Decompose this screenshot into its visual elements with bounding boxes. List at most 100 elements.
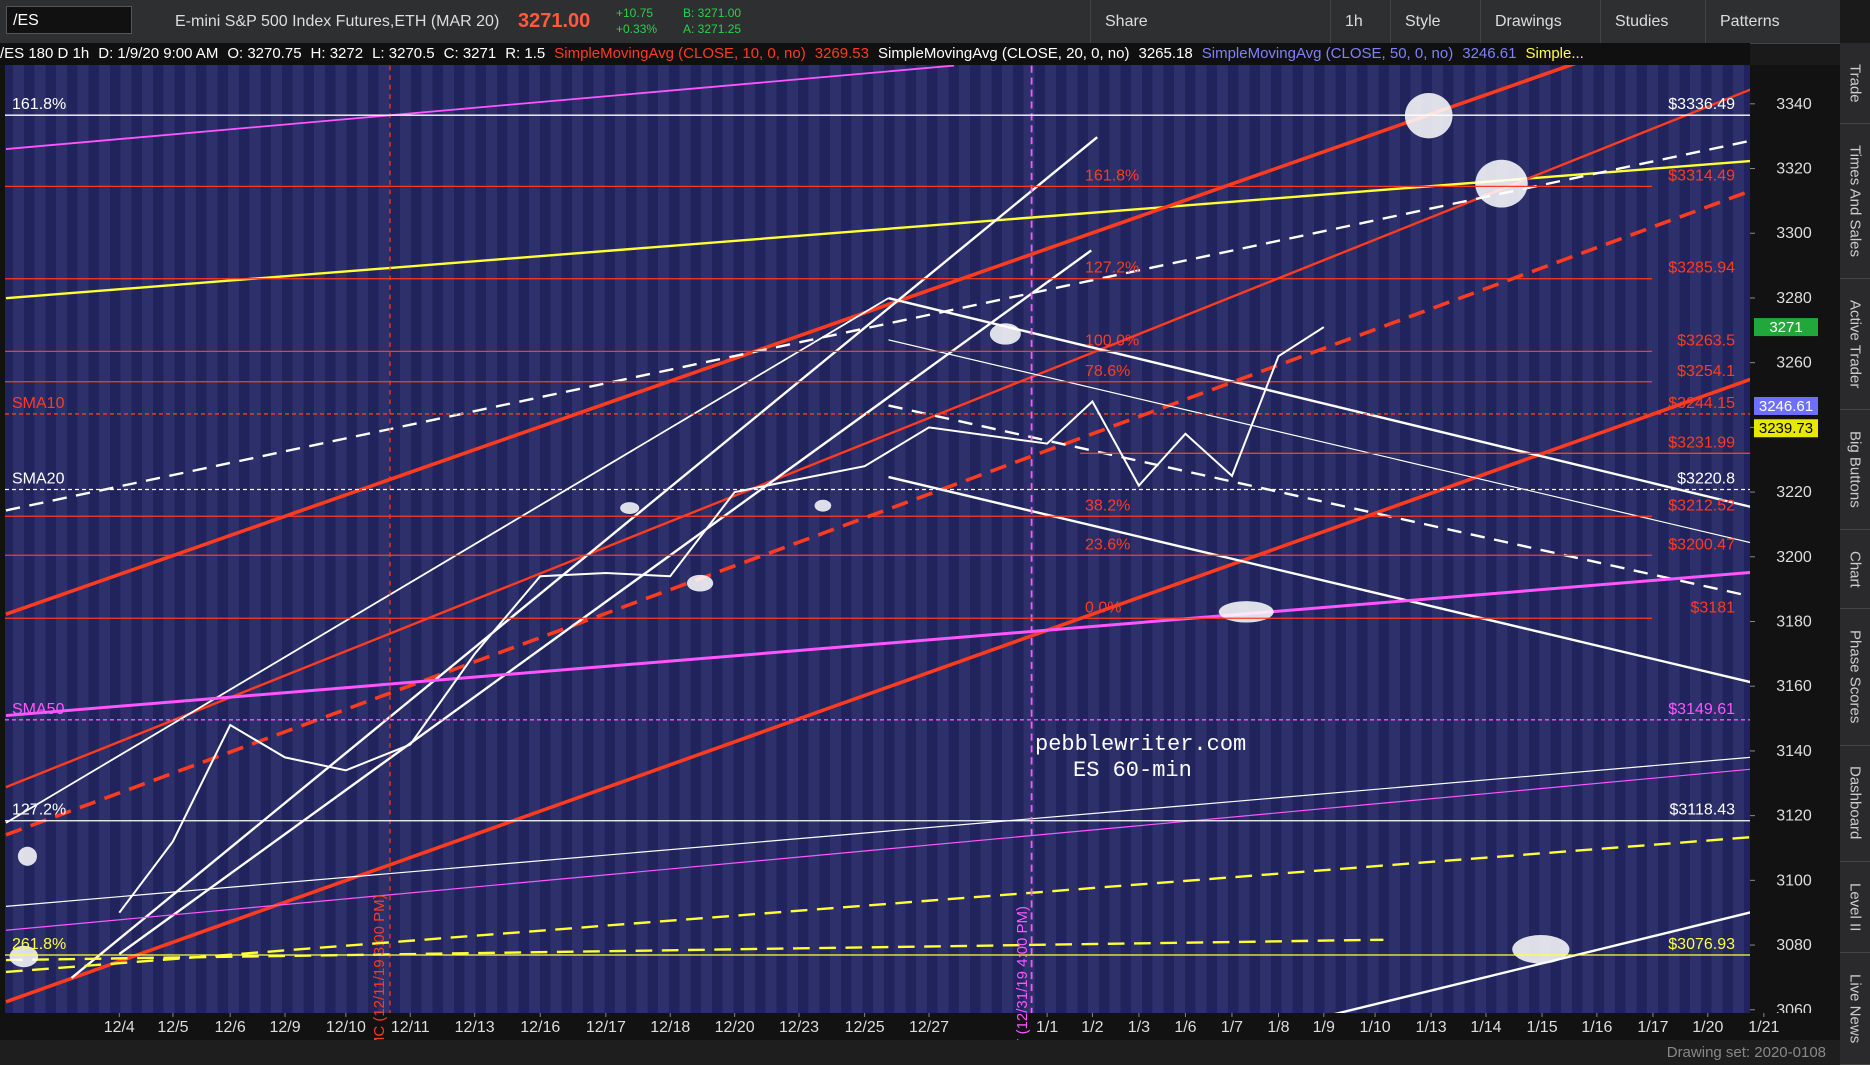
stripe [271, 65, 282, 1013]
stripe [722, 65, 734, 1013]
share-button[interactable]: Share [1090, 0, 1162, 43]
study-value: 3269.53 [814, 45, 869, 62]
info-item: O: 3270.75 [227, 45, 302, 62]
x-tick-label: 12/4 [104, 1019, 135, 1036]
price-badge [1754, 318, 1818, 337]
side-tab[interactable]: Phase Scores [1840, 609, 1870, 746]
stripe [1131, 65, 1142, 1013]
stripe [873, 65, 884, 1013]
y-tick-label: 3300 [1776, 225, 1812, 242]
side-tab[interactable]: Level II [1840, 862, 1870, 953]
x-tick-label: 12/13 [455, 1019, 495, 1036]
patterns-button[interactable]: Patterns [1705, 0, 1794, 43]
drawings-button[interactable]: Drawings [1480, 0, 1576, 43]
chart: 3060308031003120314031603180320032203240… [0, 65, 1840, 1040]
stripe [1604, 65, 1615, 1013]
y-tick-label: 3320 [1776, 161, 1812, 178]
x-tick-label: 1/13 [1416, 1019, 1447, 1036]
x-tick-label: 12/10 [326, 1019, 366, 1036]
price-badge [1754, 419, 1818, 438]
stripe [464, 65, 476, 1013]
stripe [1668, 65, 1680, 1013]
stripe [1432, 65, 1443, 1013]
side-tab[interactable]: Trade [1840, 43, 1870, 125]
x-tick-label: 1/16 [1581, 1019, 1612, 1036]
info-item: R: 1.5 [505, 45, 546, 62]
stripe [378, 65, 390, 1013]
change: +10.75 [616, 6, 654, 20]
stripe [1733, 65, 1744, 1013]
stripe [1625, 65, 1637, 1013]
stripe [851, 65, 863, 1013]
stripe [916, 65, 927, 1013]
side-tab[interactable]: Active Trader [1840, 279, 1870, 411]
session-stripes [5, 65, 1750, 1013]
y-tick-label: 3220 [1776, 484, 1812, 501]
date-axis [0, 1013, 1840, 1040]
fib-label: 38.2% [1085, 497, 1130, 514]
price-line [118, 326, 1325, 914]
x-tick-label: 12/5 [157, 1019, 188, 1036]
price-axis [1750, 65, 1840, 1013]
side-tab[interactable]: Dashboard [1840, 746, 1870, 862]
stripe [99, 65, 110, 1013]
stripe [142, 65, 153, 1013]
stripe [507, 65, 519, 1013]
x-tick-label: 1/15 [1526, 1019, 1557, 1036]
stripe [593, 65, 605, 1013]
stripe [1346, 65, 1357, 1013]
side-tab[interactable]: Chart [1840, 530, 1870, 610]
stripe [249, 65, 261, 1013]
style-button[interactable]: Style [1390, 0, 1455, 43]
level-label: $3220.8 [1677, 470, 1735, 487]
stripe [636, 65, 648, 1013]
fib-label: 0.0% [1085, 599, 1121, 616]
stripe [1367, 65, 1379, 1013]
side-tab[interactable]: Live News [1840, 953, 1870, 1065]
x-tick-label: 1/2 [1081, 1019, 1103, 1036]
stripe [1389, 65, 1400, 1013]
stripe [1045, 65, 1056, 1013]
info-item: D: 1/9/20 9:00 AM [98, 45, 219, 62]
x-tick-label: 12/6 [215, 1019, 246, 1036]
last-price: 3271.00 [518, 10, 591, 32]
study-value: 3246.61 [1462, 45, 1517, 62]
info-item: C: 3271 [443, 45, 497, 62]
stripe [314, 65, 325, 1013]
level-label: $3314.49 [1668, 167, 1735, 184]
stripe [1023, 65, 1035, 1013]
level-label: $3118.43 [1669, 802, 1735, 819]
stripe [443, 65, 454, 1013]
plot: 3060308031003120314031603180320032203240… [0, 65, 1840, 1040]
study-name: SimpleMovingAvg (CLOSE, 20, 0, no) [877, 45, 1130, 62]
stripe [421, 65, 433, 1013]
stripe [77, 65, 89, 1013]
stripe [1453, 65, 1465, 1013]
stripe [550, 65, 562, 1013]
stripe [959, 65, 970, 1013]
stripe [572, 65, 583, 1013]
symbol-box[interactable]: /ES [6, 6, 132, 34]
stripe [980, 65, 992, 1013]
y-tick-label: 3340 [1776, 96, 1812, 113]
stripe [615, 65, 626, 1013]
level-left-label: 127.2% [12, 802, 66, 819]
x-tick-label: 12/17 [586, 1019, 626, 1036]
stripe [13, 65, 24, 1013]
stripe [1582, 65, 1594, 1013]
fomc-label: FOMC (12/11/19 3:00 PM) [371, 894, 388, 1040]
side-tab[interactable]: Big Buttons [1840, 410, 1870, 530]
y-tick-label: 3260 [1776, 355, 1812, 372]
fib-label: 127.2% [1085, 260, 1139, 277]
level-label: $3212.52 [1668, 497, 1735, 514]
side-tab[interactable]: Times And Sales [1840, 124, 1870, 280]
stripe [1711, 65, 1723, 1013]
timeframe-button[interactable]: 1h [1330, 0, 1377, 43]
x-tick-label: 1/6 [1174, 1019, 1196, 1036]
x-tick-label: 1/21 [1748, 1019, 1779, 1036]
studies-button[interactable]: Studies [1600, 0, 1682, 43]
y-tick-label: 3140 [1776, 743, 1812, 760]
stripe [1410, 65, 1422, 1013]
stripe [658, 65, 669, 1013]
x-tick-label: 1/10 [1359, 1019, 1390, 1036]
